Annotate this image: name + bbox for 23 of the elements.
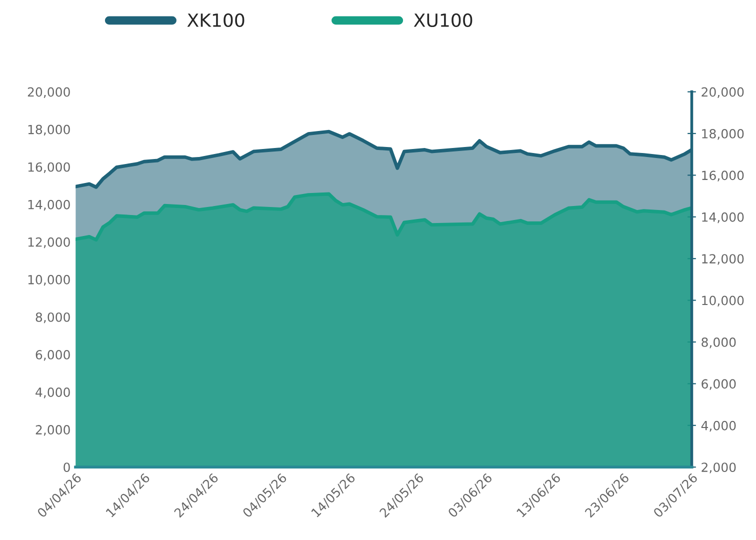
y2-tick-label: 2,000: [702, 462, 736, 474]
y-tick-label: 16,000: [28, 162, 70, 174]
y2-tick-label: 18,000: [702, 128, 744, 140]
y2-tick-label: 20,000: [702, 87, 744, 98]
y2-tick-label: 6,000: [702, 379, 736, 390]
y2-tick-label: 12,000: [702, 254, 744, 265]
y2-tick-label: 14,000: [702, 212, 744, 224]
y-tick-label: 0: [64, 462, 70, 472]
y-tick-label: 6,000: [36, 350, 70, 361]
y2-tick-label: 16,000: [702, 170, 744, 182]
y-tick-label: 2,000: [36, 425, 70, 436]
legend-label: XK100: [187, 13, 244, 28]
y-tick-label: 14,000: [28, 200, 70, 211]
y2-tick-label: 8,000: [702, 337, 736, 348]
y-tick-label: 8,000: [36, 312, 70, 324]
legend-label: XU100: [414, 13, 472, 28]
y2-tick-label: 4,000: [701, 420, 736, 432]
y2-tick-label: 10,000: [702, 296, 744, 306]
y-tick-label: 10,000: [28, 274, 70, 286]
y-tick-label: 18,000: [28, 124, 70, 136]
y-tick-label: 20,000: [28, 87, 70, 98]
y-tick-label: 12,000: [28, 237, 70, 248]
y-tick-label: 4,000: [36, 388, 70, 398]
